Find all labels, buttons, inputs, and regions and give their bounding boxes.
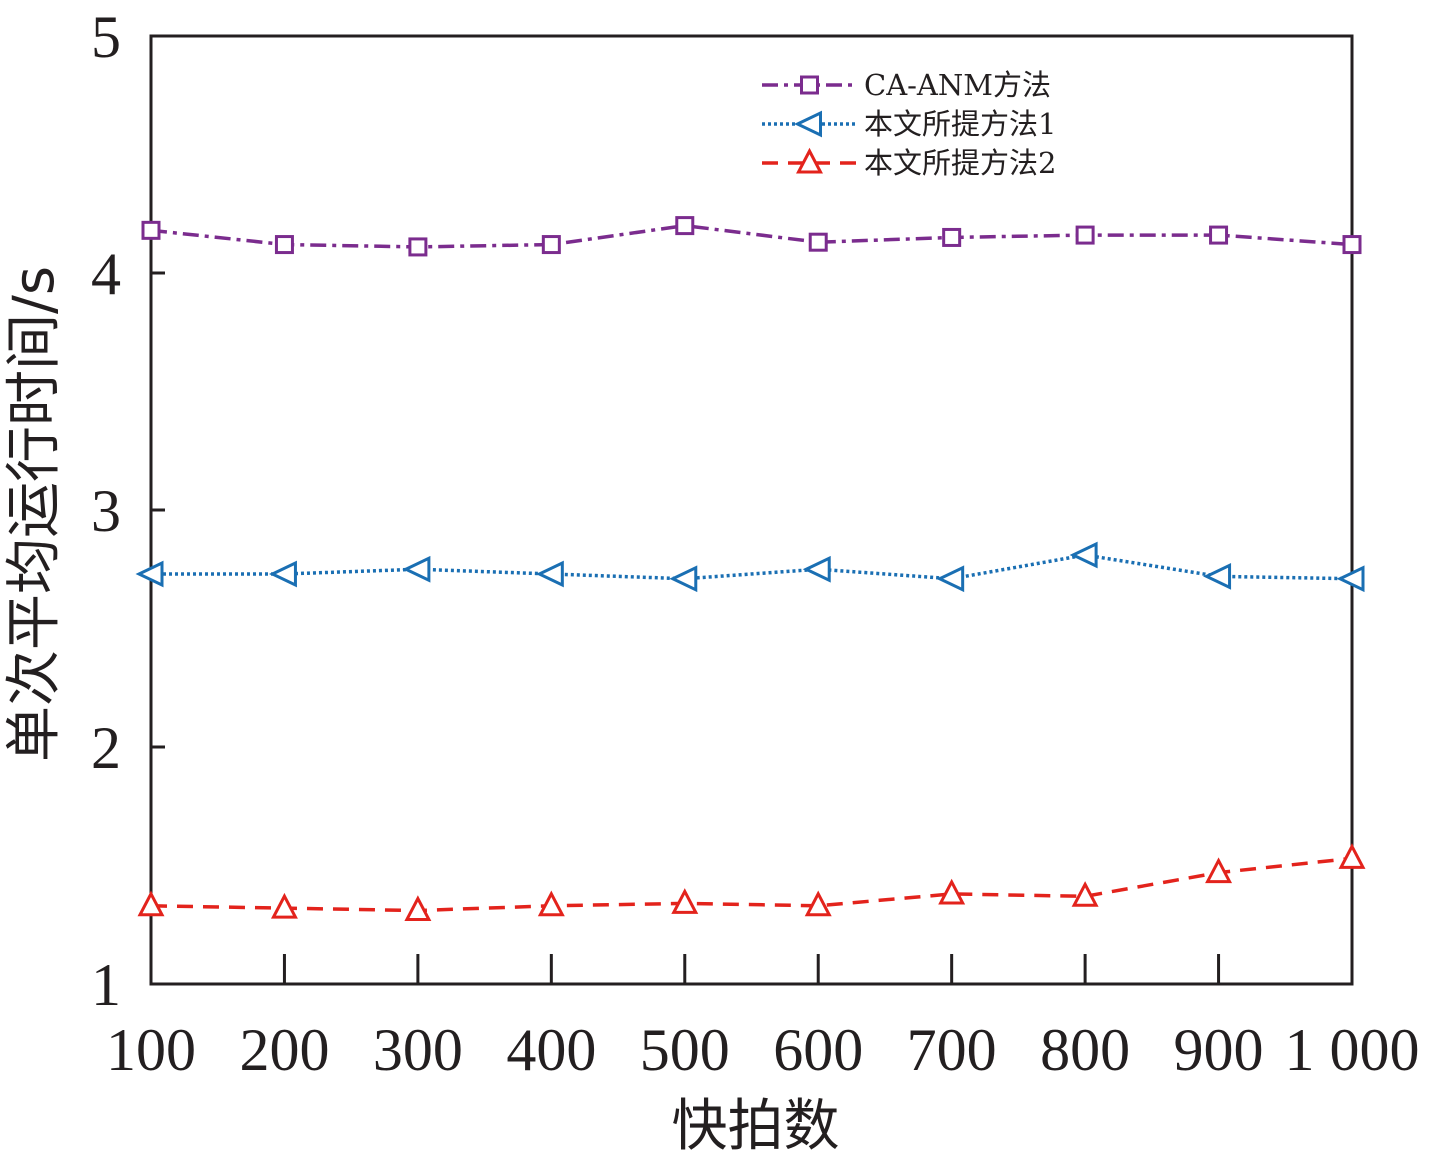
data-point-3 <box>270 892 298 919</box>
data-point-2 <box>1336 565 1365 593</box>
legend-label: 本文所提方法2 <box>864 146 1056 180</box>
legend-marker <box>794 110 822 138</box>
x-tick-label: 200 <box>239 1017 329 1083</box>
plot-frame <box>149 34 1354 986</box>
y-tick-label: 5 <box>91 4 121 70</box>
y-tick-label: 4 <box>91 241 121 307</box>
data-point-3 <box>537 890 565 917</box>
data-point-3 <box>1205 857 1233 884</box>
data-point-2 <box>1069 541 1098 569</box>
data-point-2 <box>936 565 965 593</box>
data-point-1 <box>274 235 294 255</box>
data-point-1 <box>408 237 428 257</box>
x-tick-label: 1 000 <box>1285 1017 1420 1083</box>
x-axis-title: 快拍数 <box>672 1094 840 1159</box>
legend-marker <box>800 75 819 95</box>
series-line-1 <box>150 223 1353 249</box>
data-point-1 <box>541 235 561 255</box>
data-point-1 <box>675 216 695 236</box>
legend-marker <box>796 147 823 174</box>
y-tick-label: 1 <box>91 952 121 1018</box>
y-axis-title: 单次平均运行时间/s <box>2 266 67 762</box>
series-line-2 <box>151 553 1353 581</box>
data-point-3 <box>404 895 432 922</box>
data-point-2 <box>535 560 564 588</box>
data-point-2 <box>669 565 698 593</box>
legend-label: 本文所提方法1 <box>864 107 1056 141</box>
data-point-3 <box>137 890 165 917</box>
data-point-1 <box>141 220 161 240</box>
data-point-1 <box>808 232 828 252</box>
data-point-1 <box>1209 225 1229 245</box>
data-point-2 <box>135 560 164 588</box>
data-point-1 <box>1075 225 1095 245</box>
x-tick-label: 500 <box>640 1017 730 1083</box>
x-tick-label: 800 <box>1040 1017 1130 1083</box>
x-tick-label: 600 <box>773 1017 863 1083</box>
data-point-2 <box>1203 562 1232 590</box>
x-tick-label: 400 <box>506 1017 596 1083</box>
x-tick-label: 900 <box>1174 1017 1264 1083</box>
legend-label: CA-ANM方法 <box>864 68 1051 102</box>
data-point-3 <box>1071 881 1099 907</box>
y-tick-label: 3 <box>91 478 121 544</box>
series-line-3 <box>150 856 1353 913</box>
x-tick-label: 700 <box>907 1017 997 1083</box>
data-point-2 <box>268 560 297 588</box>
data-point-1 <box>1342 235 1362 255</box>
data-point-2 <box>802 555 831 583</box>
x-tick-label: 100 <box>106 1017 196 1083</box>
data-point-2 <box>402 555 431 583</box>
x-tick-label: 300 <box>373 1017 463 1083</box>
data-point-3 <box>671 888 699 914</box>
data-point-3 <box>938 878 966 905</box>
y-tick-label: 2 <box>91 715 121 781</box>
data-point-3 <box>1338 843 1366 869</box>
data-point-1 <box>942 227 962 247</box>
data-point-3 <box>804 890 832 917</box>
